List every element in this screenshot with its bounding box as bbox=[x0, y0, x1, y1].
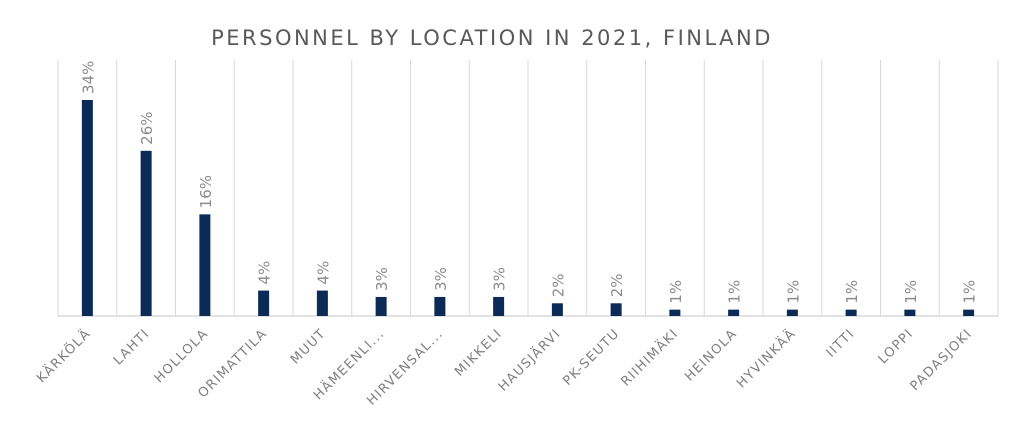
data-label: 1% bbox=[726, 280, 744, 304]
x-tick-label: LAHTI bbox=[111, 326, 153, 368]
bar bbox=[258, 290, 270, 316]
x-tick-label: PADASJOKI bbox=[908, 326, 976, 394]
x-tick-label: KÄRKÖLÄ bbox=[33, 325, 94, 386]
data-label: 1% bbox=[902, 280, 920, 304]
data-label: 16% bbox=[197, 175, 215, 208]
data-label: 3% bbox=[373, 267, 391, 291]
x-tick-label: HYVINKÄÄ bbox=[733, 326, 799, 392]
bar bbox=[904, 309, 916, 316]
x-tick-label: MUUT bbox=[288, 326, 329, 367]
bar bbox=[669, 309, 681, 316]
bar bbox=[316, 290, 328, 316]
chart-title: PERSONNEL BY LOCATION IN 2021, FINLAND bbox=[211, 26, 773, 50]
x-tick-label: LOPPI bbox=[876, 326, 917, 367]
x-tick-label: HAUSJÄRVI bbox=[495, 326, 564, 395]
bar bbox=[493, 296, 505, 316]
data-label: 4% bbox=[256, 261, 274, 285]
x-tick-label: IITTI bbox=[824, 326, 858, 360]
x-tick-label: MIKKELI bbox=[452, 326, 505, 379]
bar bbox=[963, 309, 975, 316]
bar bbox=[610, 303, 622, 316]
data-label: 3% bbox=[432, 267, 450, 291]
x-tick-label: RIIHIMÄKI bbox=[618, 326, 682, 390]
x-tick-label: HEINOLA bbox=[682, 326, 740, 384]
x-tick-label: HOLLOLA bbox=[152, 326, 212, 386]
data-label: 1% bbox=[784, 280, 802, 304]
bar bbox=[434, 296, 446, 316]
data-label: 26% bbox=[138, 111, 156, 144]
bar bbox=[728, 309, 740, 316]
bar bbox=[786, 309, 798, 316]
data-label: 2% bbox=[608, 273, 626, 297]
bar bbox=[375, 296, 387, 316]
data-label: 34% bbox=[79, 61, 97, 94]
data-label: 2% bbox=[549, 273, 567, 297]
bar bbox=[845, 309, 857, 316]
data-label: 1% bbox=[667, 280, 685, 304]
data-label: 1% bbox=[843, 280, 861, 304]
bar bbox=[140, 150, 152, 316]
bar bbox=[81, 100, 93, 316]
data-label: 3% bbox=[491, 267, 509, 291]
bar bbox=[551, 303, 563, 316]
data-label: 4% bbox=[314, 261, 332, 285]
bar bbox=[199, 214, 211, 316]
x-tick-label: PK-SEUTU bbox=[560, 326, 623, 389]
data-label: 1% bbox=[961, 280, 979, 304]
